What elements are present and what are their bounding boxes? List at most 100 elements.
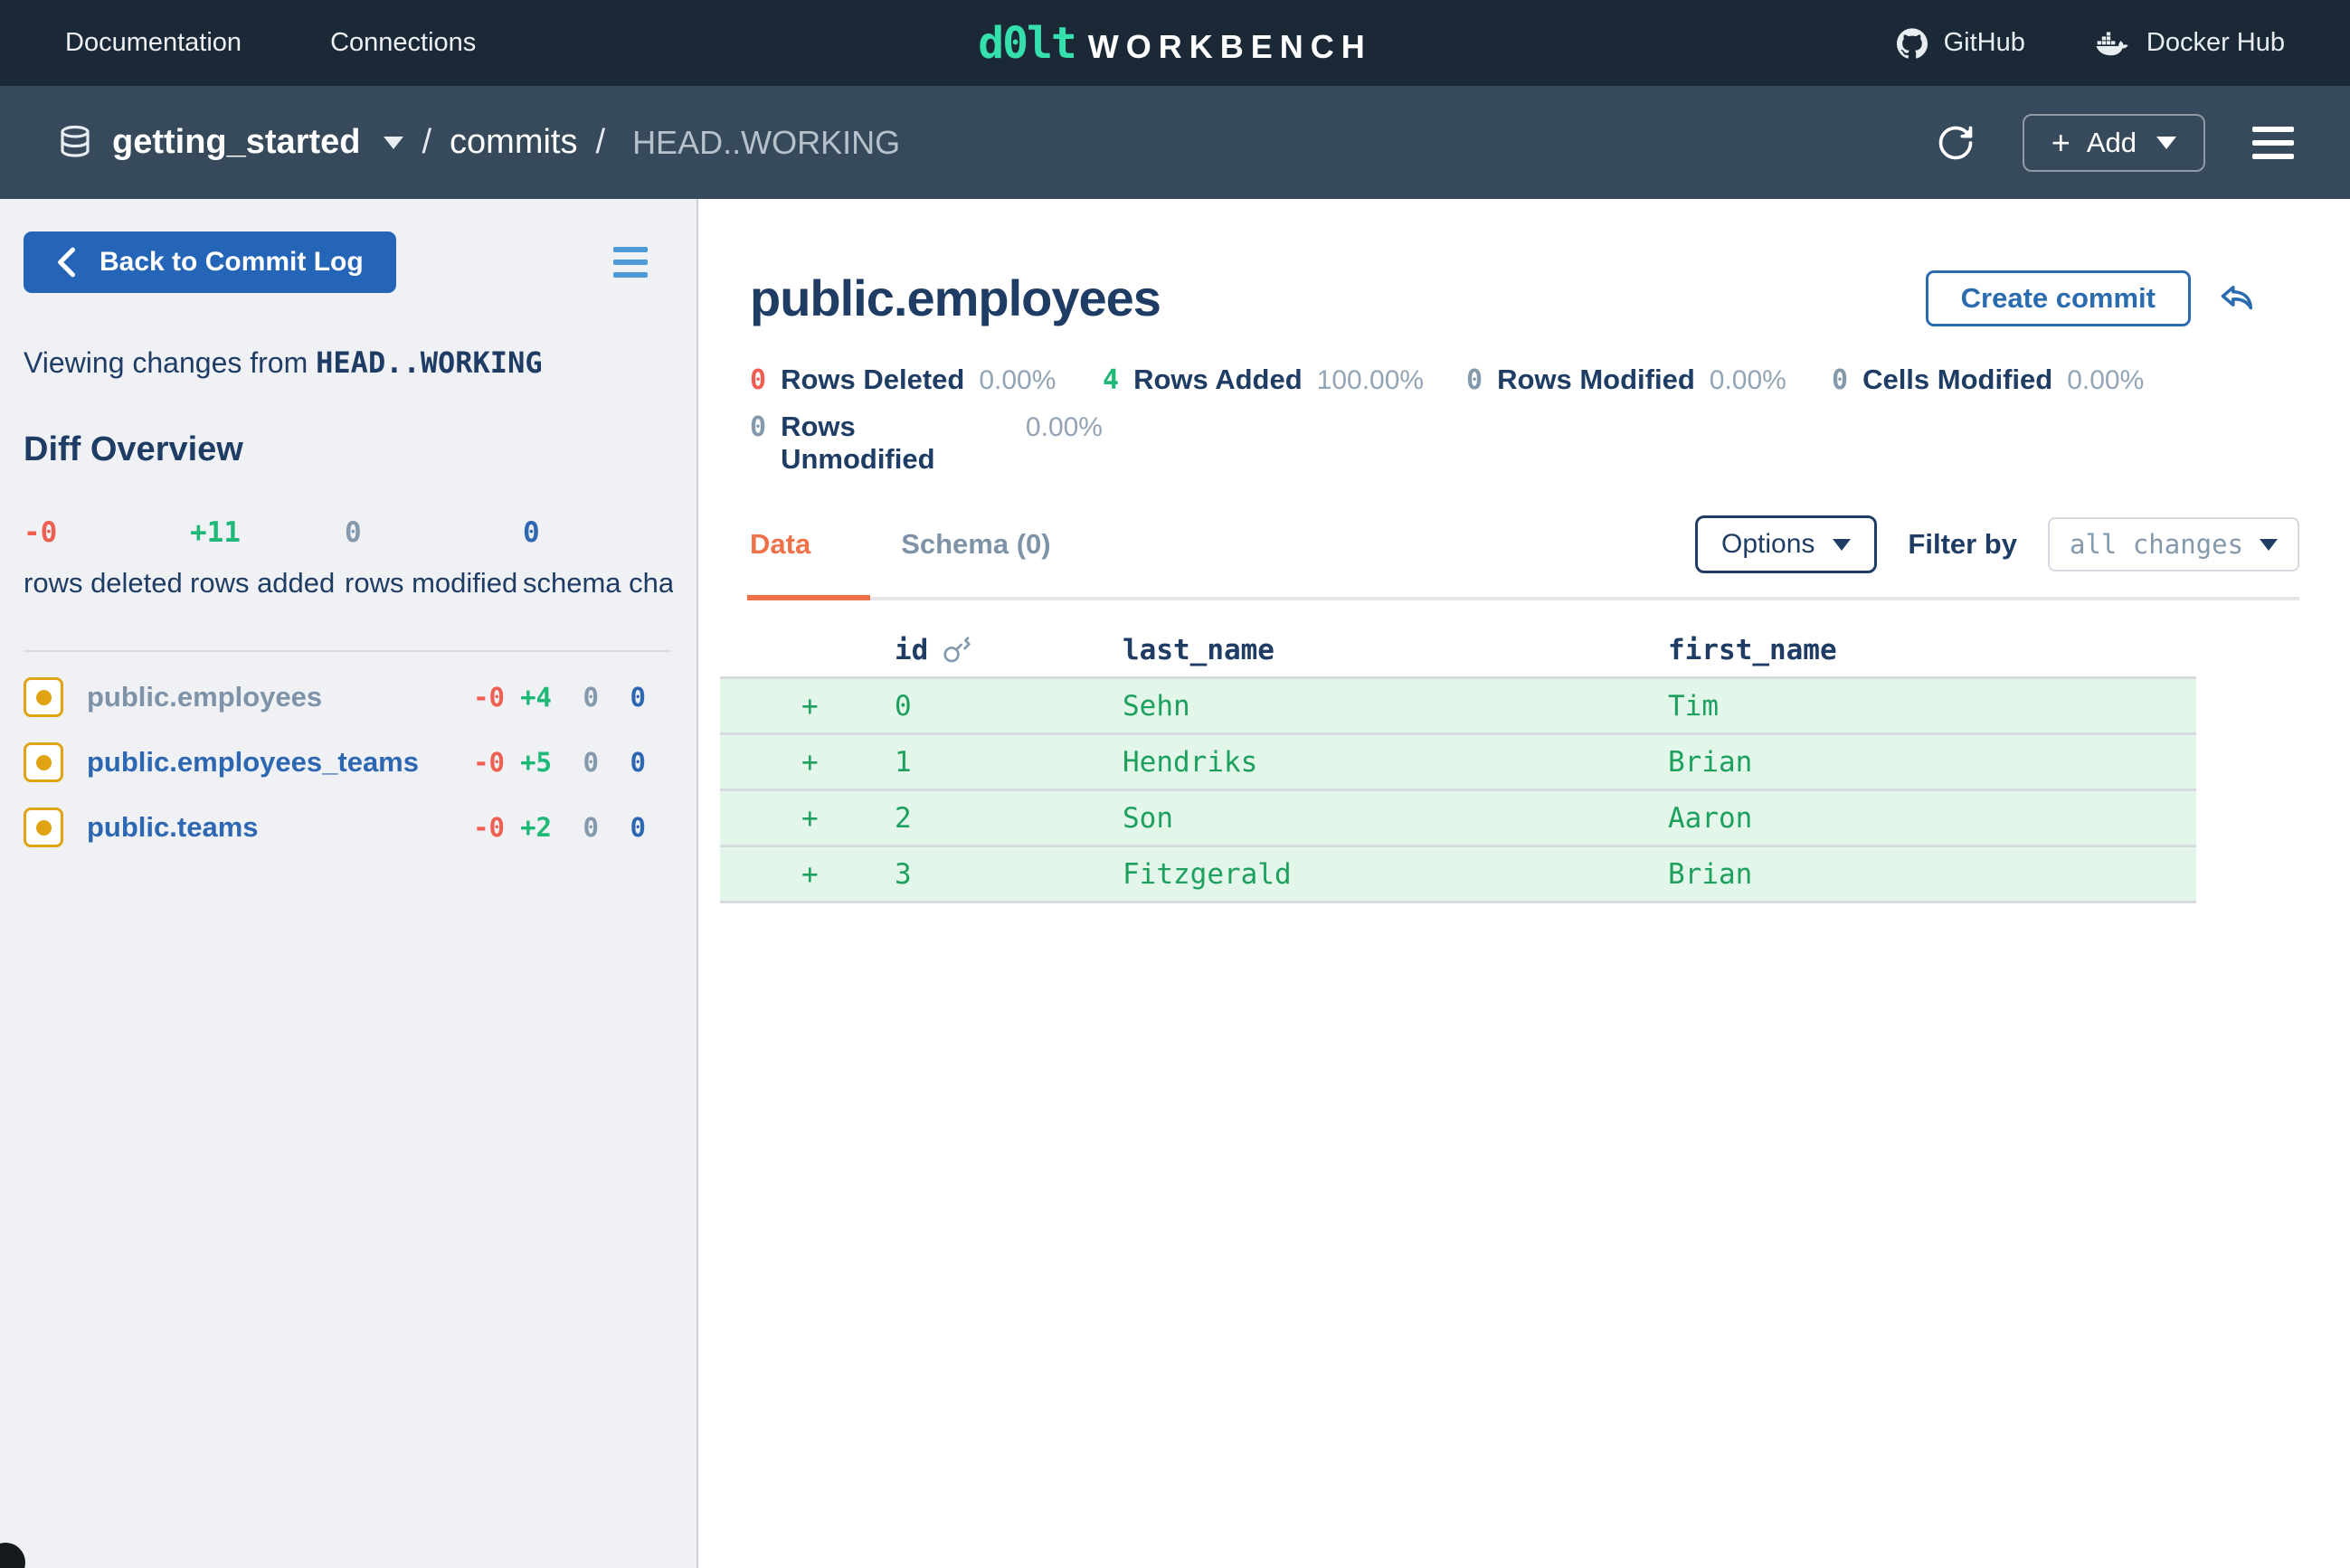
schema-count: 0	[630, 682, 646, 713]
cell-id[interactable]: 3	[895, 857, 912, 891]
cell-first-name[interactable]: Brian	[1668, 857, 1753, 891]
table-row-added[interactable]: + 2 Son Aaron	[720, 791, 2196, 847]
summary-value: -0	[24, 516, 58, 549]
add-button[interactable]: + Add	[2022, 113, 2205, 172]
stat-cells-modified: 0 Cells Modified 0.00%	[1832, 364, 2145, 396]
dolt-logo-mark: d0lt	[978, 17, 1077, 69]
back-button-label: Back to Commit Log	[99, 247, 364, 277]
deleted-count: -0	[473, 747, 505, 778]
breadcrumb: getting_started / commits / HEAD..WORKIN…	[56, 122, 900, 164]
breadcrumb-database[interactable]: getting_started	[112, 123, 361, 161]
breadcrumb-ref: HEAD..WORKING	[632, 123, 901, 161]
column-header-id[interactable]: id	[851, 634, 1079, 666]
viewing-ref: HEAD..WORKING	[316, 345, 543, 380]
diff-summary: -0 rows deleted +11 rows added 0 rows mo…	[24, 516, 673, 600]
cell-last-name[interactable]: Fitzgerald	[1123, 857, 1292, 891]
back-to-commit-log-button[interactable]: Back to Commit Log	[24, 231, 396, 293]
stat-rows-modified: 0 Rows Modified 0.00%	[1466, 364, 1786, 396]
table-modified-icon	[24, 808, 63, 847]
modified-count: 0	[583, 812, 599, 843]
workbench-logo-text: WORKBENCH	[1087, 27, 1372, 65]
table-name[interactable]: public.employees_teams	[87, 746, 419, 778]
filter-select-value: all changes	[2070, 529, 2244, 560]
cell-last-name[interactable]: Sehn	[1123, 689, 1190, 723]
tab-bar: Data Schema (0) Options Filter by all ch…	[747, 515, 2299, 600]
cell-id[interactable]: 0	[895, 689, 912, 723]
summary-label: schema changes	[523, 567, 673, 599]
diff-sign: +	[801, 801, 819, 835]
github-label: GitHub	[1943, 28, 2025, 57]
summary-rows-added: +11 rows added	[190, 516, 345, 600]
stat-rows-deleted: 0 Rows Deleted 0.00%	[750, 364, 1057, 396]
summary-value: 0	[345, 516, 362, 549]
changed-tables-list: public.employees -0 +4 0 0 public.employ…	[24, 665, 673, 860]
summary-value: +11	[190, 516, 241, 549]
docker-icon	[2096, 29, 2130, 58]
table-list-item-employees-teams[interactable]: public.employees_teams -0 +5 0 0	[24, 730, 673, 795]
table-row-added[interactable]: + 0 Sehn Tim	[720, 679, 2196, 735]
filter-by-label: Filter by	[1908, 528, 2017, 560]
summary-label: rows added	[190, 567, 336, 599]
added-count: +4	[520, 682, 552, 713]
dockerhub-link[interactable]: Docker Hub	[2096, 28, 2285, 58]
viewing-changes-text: Viewing changes from HEAD..WORKING	[24, 345, 543, 380]
stat-rows-added: 4 Rows Added 100.00%	[1103, 364, 1425, 396]
table-modified-icon	[24, 677, 63, 717]
database-icon	[56, 122, 94, 164]
dolt-workbench-logo: d0lt WORKBENCH	[978, 18, 1372, 69]
stat-rows-unmodified: 0 Rows Unmodified 0.00%	[750, 411, 1103, 475]
plus-icon: +	[2051, 123, 2070, 161]
breadcrumb-commits[interactable]: commits	[450, 123, 578, 161]
database-chevron-down-icon[interactable]	[384, 136, 404, 149]
summary-label: rows modified	[345, 567, 518, 599]
summary-label: rows deleted	[24, 567, 183, 599]
column-header-last-name[interactable]: last_name	[1123, 634, 1274, 666]
refresh-icon[interactable]	[1936, 123, 1976, 163]
summary-rows-modified: 0 rows modified	[345, 516, 523, 600]
table-row-added[interactable]: + 3 Fitzgerald Brian	[720, 847, 2196, 903]
cell-last-name[interactable]: Son	[1123, 801, 1173, 835]
cell-first-name[interactable]: Aaron	[1668, 801, 1753, 835]
undo-icon[interactable]	[2218, 280, 2256, 316]
cell-id[interactable]: 2	[895, 801, 912, 835]
schema-count: 0	[630, 812, 646, 843]
tab-schema[interactable]: Schema (0)	[901, 528, 1051, 560]
tab-data[interactable]: Data	[750, 528, 811, 560]
added-count: +5	[520, 747, 552, 778]
table-name[interactable]: public.teams	[87, 811, 259, 843]
cell-first-name[interactable]: Brian	[1668, 745, 1753, 779]
cell-first-name[interactable]: Tim	[1668, 689, 1719, 723]
summary-value: 0	[523, 516, 540, 549]
schema-count: 0	[630, 747, 646, 778]
cell-id[interactable]: 1	[895, 745, 912, 779]
breadcrumb-separator: /	[422, 123, 432, 161]
cell-last-name[interactable]: Hendriks	[1123, 745, 1258, 779]
menu-hamburger-icon[interactable]	[2252, 126, 2294, 159]
active-tab-underline	[747, 595, 870, 600]
table-name[interactable]: public.employees	[87, 681, 323, 713]
diff-sign: +	[801, 745, 819, 779]
table-header-row: id last_name first_name	[720, 624, 2196, 676]
filter-select[interactable]: all changes	[2048, 517, 2299, 571]
create-commit-button[interactable]: Create commit	[1925, 269, 2191, 326]
diff-overview-heading: Diff Overview	[24, 430, 243, 468]
table-row-added[interactable]: + 1 Hendriks Brian	[720, 735, 2196, 791]
deleted-count: -0	[473, 682, 505, 713]
nav-link-connections[interactable]: Connections	[330, 28, 477, 57]
github-icon	[1896, 27, 1928, 59]
diff-sign: +	[801, 689, 819, 723]
table-list-item-employees[interactable]: public.employees -0 +4 0 0	[24, 665, 673, 730]
sidebar-hamburger-icon[interactable]	[613, 247, 648, 278]
options-button[interactable]: Options	[1695, 515, 1878, 573]
diff-sign: +	[801, 857, 819, 891]
added-count: +2	[520, 812, 552, 843]
add-button-label: Add	[2086, 126, 2137, 158]
modified-count: 0	[583, 747, 599, 778]
github-link[interactable]: GitHub	[1896, 27, 2025, 59]
top-nav: Documentation Connections d0lt WORKBENCH…	[0, 0, 2350, 86]
nav-link-documentation[interactable]: Documentation	[65, 28, 242, 57]
column-header-first-name[interactable]: first_name	[1668, 634, 1837, 666]
table-list-item-teams[interactable]: public.teams -0 +2 0 0	[24, 795, 673, 860]
dockerhub-label: Docker Hub	[2146, 28, 2285, 57]
